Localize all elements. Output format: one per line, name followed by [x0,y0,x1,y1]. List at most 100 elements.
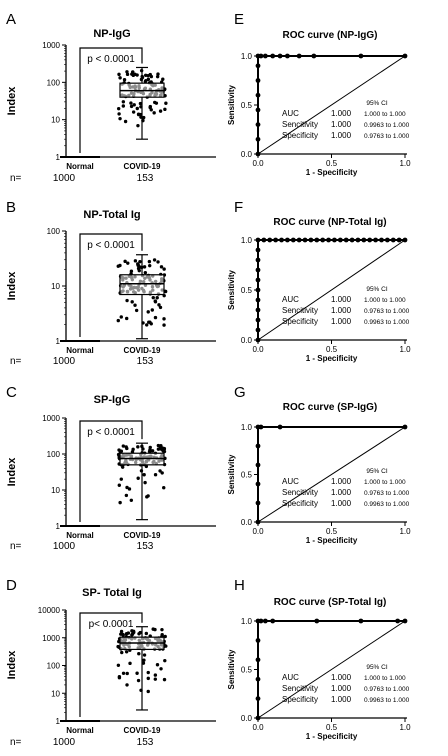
panel-letter: A [6,11,16,28]
category-label: Normal [66,346,94,355]
roc-point [255,696,261,701]
data-point [120,465,125,469]
y-tick-label: 1 [56,522,61,531]
x-tick-label: 0.5 [326,527,338,536]
data-point [146,494,150,498]
panel-title: SP- Total Ig [82,587,142,599]
stat-label: Sencitivity [282,120,318,129]
data-point [116,663,121,668]
data-point [142,658,146,662]
p-value: p< 0.0001 [89,619,134,630]
roc-point [390,237,396,243]
roc-point [255,237,261,243]
roc-point [355,237,361,243]
data-point [155,74,160,79]
data-point [125,316,129,321]
data-point [153,627,157,632]
y-tick-label: 1000 [42,414,60,423]
data-point [146,689,150,694]
x-tick-label: 0.0 [252,159,264,168]
data-point [158,109,163,113]
roc-point [258,53,264,59]
stat-ci: 0.9763 to 1.000 [364,686,410,693]
n-value: 1000 [53,173,76,184]
data-point [135,106,139,111]
data-point [116,106,121,111]
data-point [142,653,147,657]
stat-value: 1.000 [331,131,352,140]
data-point [148,448,152,452]
roc-point [270,618,276,624]
data-point [119,629,124,634]
roc-point [402,53,408,59]
roc-point [314,237,320,243]
data-point [159,667,163,671]
stat-value: 1.000 [331,477,352,486]
roc-point [273,237,279,243]
roc-point [255,307,261,313]
y-axis-label: Index [6,457,18,487]
data-point [136,445,140,449]
roc-point [285,237,290,243]
data-point [164,101,168,105]
stat-value: 1.000 [331,488,352,497]
data-point [116,264,120,268]
data-point [117,483,122,487]
data-point [142,265,147,269]
data-point [153,300,158,304]
data-point [118,76,122,80]
data-point [160,471,164,475]
roc-point [308,237,314,243]
panel-letter: E [234,11,244,28]
data-point [146,670,150,675]
x-tick-label: 1.0 [399,527,411,536]
data-point [138,101,143,106]
y-tick-label: 100 [47,450,61,459]
stat-ci: 0.9963 to 1.000 [364,501,410,508]
stat-ci: 0.9763 to 1.000 [364,133,410,140]
data-point [151,295,155,300]
x-tick-label: 1.0 [399,345,411,354]
stat-value: 1.000 [331,120,352,129]
data-point [144,464,149,469]
stat-ci: 1.000 to 1.000 [364,479,406,486]
y-tick-label: 0.5 [241,286,253,295]
x-axis-label: 1 - Specificity [306,536,358,545]
data-point [123,259,127,264]
roc-point [255,297,261,303]
y-tick-label: 1.0 [241,236,253,245]
y-tick-label: 1.0 [241,423,253,432]
data-point [134,308,139,313]
data-point [155,296,159,300]
y-axis-label: Sensitivity [227,649,236,690]
category-label: COVID-19 [124,726,161,735]
stat-value: 1.000 [331,295,352,304]
data-point [150,449,155,453]
stat-ci: 1.000 to 1.000 [364,675,406,682]
panel-letter: G [234,384,246,401]
data-point [133,303,137,307]
y-tick-label: 0.0 [241,150,253,159]
panel-title: ROC curve (NP-Total Ig) [273,217,386,228]
y-tick-label: 1 [56,717,61,726]
category-label: Normal [66,162,94,171]
roc-point [290,237,296,243]
stat-ci: 0.9963 to 1.000 [364,122,410,129]
ci-header: 95% CI [366,664,388,671]
panel-letter: H [234,577,245,594]
y-tick-label: 0.0 [241,518,253,527]
panel-title: ROC curve (NP-IgG) [282,30,377,41]
roc-point [361,237,367,243]
n-label: n= [10,737,22,748]
stat-label: Specificity [282,695,318,704]
data-point [150,308,154,312]
data-point [131,629,136,634]
data-point [121,444,126,448]
roc-point [302,237,308,243]
y-tick-label: 100 [47,78,61,87]
data-point [118,500,122,505]
stat-label: AUC [282,109,299,118]
data-point [153,677,158,681]
roc-point [358,618,364,624]
